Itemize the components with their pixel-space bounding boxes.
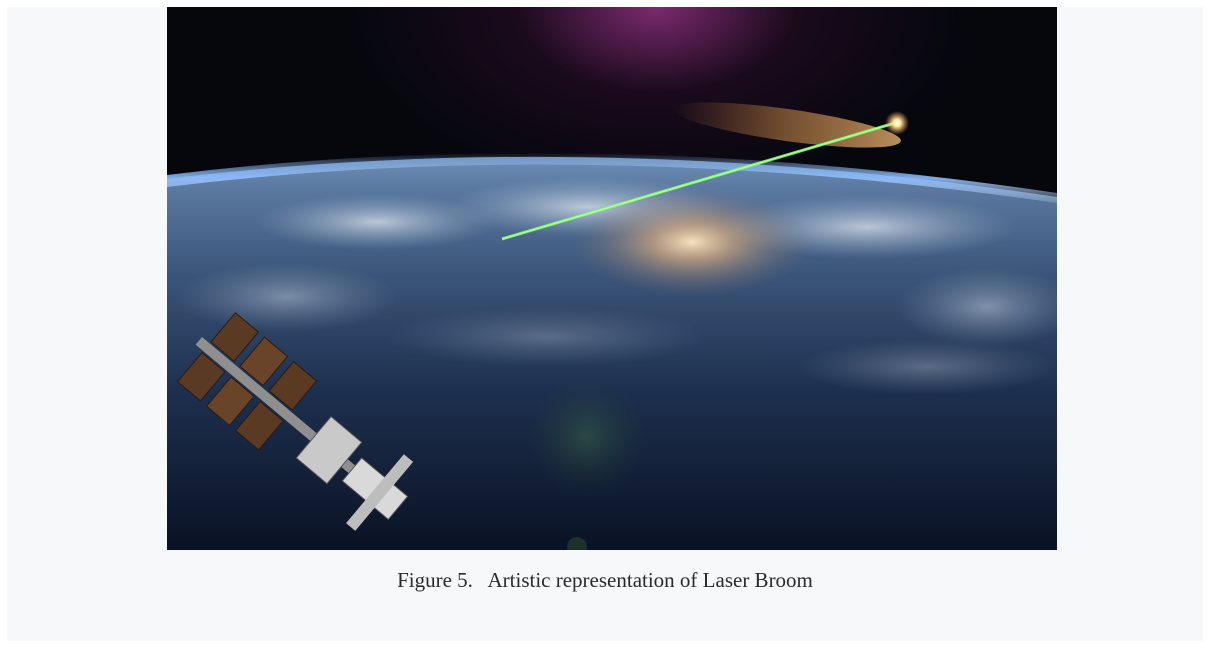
earth-orbit-laser-illustration-icon <box>167 7 1057 550</box>
figure-caption: Figure 5. Artistic representation of Las… <box>397 568 813 592</box>
figure-panel: Figure 5. Artistic representation of Las… <box>7 7 1203 641</box>
laser-broom-illustration <box>167 7 1057 550</box>
